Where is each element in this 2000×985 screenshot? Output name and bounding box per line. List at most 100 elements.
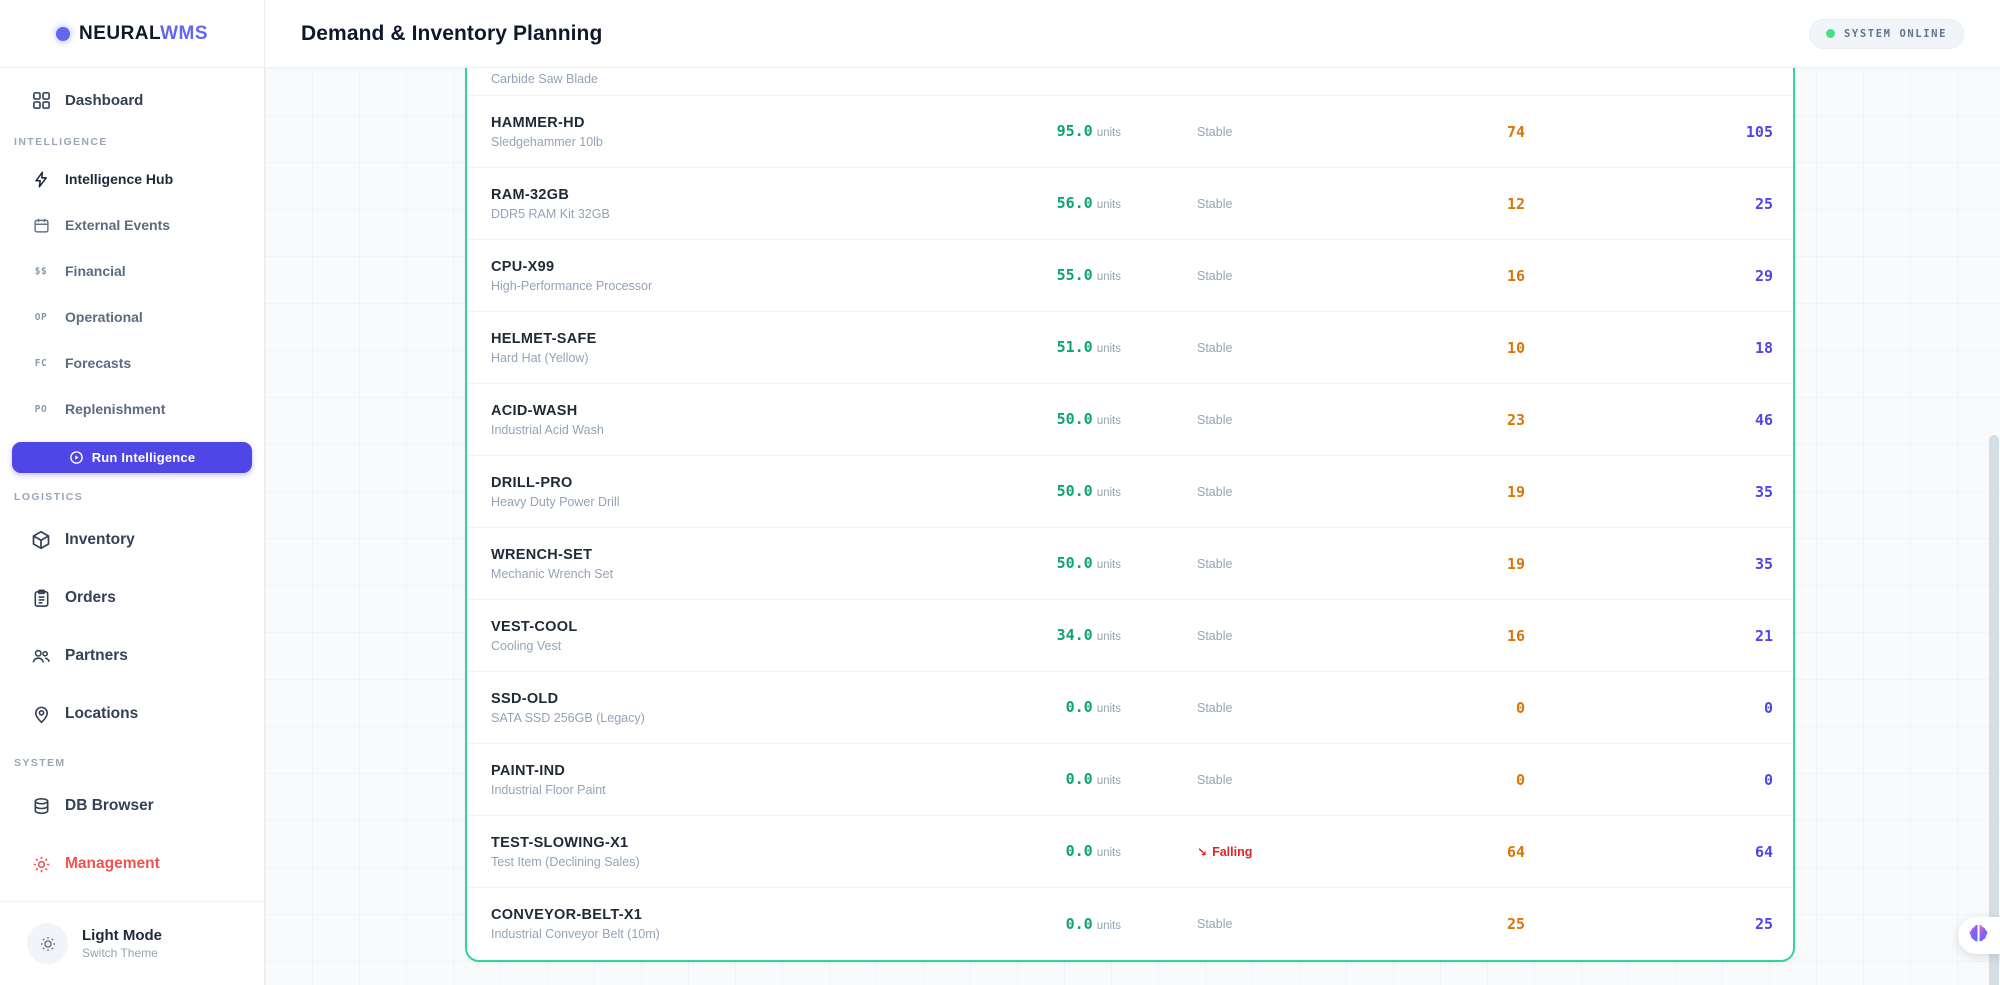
trend-label: Stable [1197, 556, 1233, 571]
table-row[interactable]: DRILL-PRO Heavy Duty Power Drill 50.0 uni… [467, 456, 1793, 528]
product-cell: CONVEYOR-BELT-X1 Industrial Conveyor Bel… [491, 907, 931, 941]
forecast-value: 50.0 [1056, 554, 1093, 572]
product-sku: ACID-WASH [491, 402, 578, 419]
table-row[interactable]: CPU-X99 High-Performance Processor 55.0 u… [467, 240, 1793, 312]
brand-logo: NEURALWMS [0, 0, 264, 68]
run-intelligence-button[interactable]: Run Intelligence [12, 442, 252, 473]
trend-cell: Stable [1121, 485, 1381, 499]
forecast-cell: 51.0 units [931, 338, 1121, 357]
forecast-value: 55.0 [1056, 266, 1093, 284]
product-sku: TEST-SLOWING-X1 [491, 834, 629, 851]
sidebar-item-financial[interactable]: $$ Financial [10, 248, 254, 294]
units-label: units [1096, 127, 1121, 139]
sidebar-item-label: Replenishment [65, 401, 166, 417]
forecast-cell: 34.0 units [931, 626, 1121, 645]
forecast-cell: 0.0 units [931, 698, 1121, 717]
sidebar-item-forecasts[interactable]: FC Forecasts [10, 340, 254, 386]
trend-label: Stable [1197, 412, 1233, 427]
sidebar-item-locations[interactable]: Locations [10, 685, 254, 743]
units-label: units [1096, 631, 1121, 643]
scrollbar-thumb[interactable] [1989, 435, 1999, 985]
sidebar-item-db-browser[interactable]: DB Browser [10, 777, 254, 835]
sidebar-item-orders[interactable]: Orders [10, 569, 254, 627]
sidebar-item-replenishment[interactable]: PO Replenishment [10, 386, 254, 432]
sidebar-item-dashboard[interactable]: Dashboard [10, 78, 254, 122]
assistant-fab[interactable] [1958, 917, 2000, 954]
forecast-cell: 0.0 units [931, 770, 1121, 789]
sidebar-item-label: Forecasts [65, 355, 132, 371]
table-row[interactable]: PAINT-IND Industrial Floor Paint 0.0 unit… [467, 744, 1793, 816]
product-description: Heavy Duty Power Drill [491, 494, 620, 509]
sidebar-item-label: Intelligence Hub [65, 171, 174, 187]
trend-cell: Stable [1121, 773, 1381, 787]
product-sku: SSD-OLD [491, 690, 559, 707]
reorder-value: 0 [1515, 770, 1525, 789]
table-row[interactable]: VEST-COOL Cooling Vest 34.0 units Stable … [467, 600, 1793, 672]
section-label-system: SYSTEM [14, 757, 66, 769]
online-dot-icon [1826, 29, 1836, 38]
target-value: 0 [1763, 770, 1773, 789]
reorder-value: 16 [1506, 266, 1525, 285]
gear-icon [30, 855, 52, 874]
trend-label: Stable [1197, 340, 1233, 355]
trend-label: Stable [1197, 484, 1233, 499]
product-sku: DRILL-PRO [491, 474, 573, 491]
reorder-value: 74 [1506, 122, 1525, 141]
product-cell: WRENCH-SET Mechanic Wrench Set [491, 547, 931, 581]
operational-icon: OP [34, 311, 48, 323]
product-description: Carbide Saw Blade [491, 72, 599, 86]
planning-table-body: HAMMER-HD Sledgehammer 10lb 95.0 units St… [467, 96, 1793, 960]
sidebar-item-label: Orders [65, 589, 116, 606]
forecast-value: 56.0 [1056, 194, 1093, 212]
target-value: 29 [1754, 266, 1773, 285]
product-cell: TEST-SLOWING-X1 Test Item (Declining Sal… [491, 835, 931, 869]
forecasts-icon: FC [34, 357, 48, 369]
reorder-value: 0 [1515, 698, 1525, 717]
table-row[interactable]: ACID-WASH Industrial Acid Wash 50.0 units… [467, 384, 1793, 456]
trend-cell: Stable [1121, 125, 1381, 139]
product-cell: RAM-32GB DDR5 RAM Kit 32GB [491, 187, 931, 221]
forecast-value: 0.0 [1065, 698, 1093, 716]
product-description: Industrial Acid Wash [491, 422, 604, 437]
target-value: 21 [1754, 626, 1773, 645]
sidebar-item-label: Inventory [65, 531, 135, 548]
sidebar-item-operational[interactable]: OP Operational [10, 294, 254, 340]
product-sku: HAMMER-HD [491, 114, 585, 131]
units-label: units [1096, 199, 1121, 211]
trend-cell: Stable [1121, 413, 1381, 427]
table-row[interactable]: TEST-SLOWING-X1 Test Item (Declining Sal… [467, 816, 1793, 888]
sidebar-item-label: Financial [65, 263, 126, 279]
theme-switch[interactable]: Light Mode Switch Theme [0, 901, 264, 985]
section-label-logistics: LOGISTICS [14, 491, 84, 503]
target-value: 25 [1754, 194, 1773, 213]
table-row[interactable]: RAM-32GB DDR5 RAM Kit 32GB 56.0 units Sta… [467, 168, 1793, 240]
reorder-value: 16 [1506, 626, 1525, 645]
reorder-value: 25 [1506, 915, 1525, 933]
section-label-intelligence: INTELLIGENCE [14, 136, 108, 148]
table-row[interactable]: SSD-OLD SATA SSD 256GB (Legacy) 0.0 units… [467, 672, 1793, 744]
calendar-icon [30, 217, 52, 234]
table-row[interactable]: HELMET-SAFE Hard Hat (Yellow) 51.0 units … [467, 312, 1793, 384]
table-row-partial[interactable]: Carbide Saw Blade [467, 68, 1793, 96]
trend-cell: Stable [1121, 629, 1381, 643]
table-row[interactable]: HAMMER-HD Sledgehammer 10lb 95.0 units St… [467, 96, 1793, 168]
replenishment-icon: PO [34, 403, 48, 415]
sidebar-item-inventory[interactable]: Inventory [10, 511, 254, 569]
sidebar-item-management[interactable]: Management [10, 835, 254, 893]
target-value: 46 [1754, 410, 1773, 429]
trend-cell: Stable [1121, 701, 1381, 715]
table-row[interactable]: WRENCH-SET Mechanic Wrench Set 50.0 units… [467, 528, 1793, 600]
product-description: Sledgehammer 10lb [491, 134, 603, 149]
product-cell: PAINT-IND Industrial Floor Paint [491, 763, 931, 797]
sidebar-item-label: DB Browser [65, 797, 154, 814]
sidebar-item-label: Management [65, 855, 160, 872]
sidebar-item-external-events[interactable]: External Events [10, 202, 254, 248]
trend-label: Stable [1197, 124, 1233, 139]
forecast-value: 0.0 [1065, 914, 1093, 933]
reorder-value: 64 [1506, 842, 1525, 861]
theme-title: Light Mode [82, 927, 162, 944]
table-row[interactable]: CONVEYOR-BELT-X1 Industrial Conveyor Bel… [467, 888, 1793, 960]
sidebar-item-intelligence-hub[interactable]: Intelligence Hub [10, 156, 254, 202]
sidebar-item-partners[interactable]: Partners [10, 627, 254, 685]
reorder-value: 19 [1506, 482, 1525, 501]
